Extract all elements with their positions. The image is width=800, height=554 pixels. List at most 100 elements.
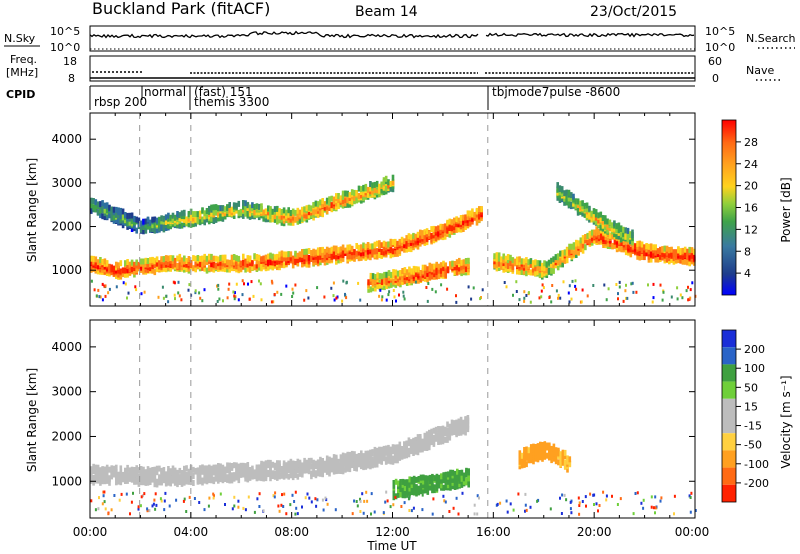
pixel-cell	[214, 255, 218, 262]
pixel-cell	[201, 477, 204, 484]
pixel-cell	[344, 197, 347, 204]
pixel-cell	[613, 242, 617, 249]
pixel-cell	[422, 474, 425, 481]
clutter-cell	[101, 298, 104, 302]
clutter-cell	[557, 296, 559, 300]
clutter-cell	[397, 283, 400, 287]
clutter-cell	[525, 294, 528, 297]
pixel-cell	[520, 456, 524, 463]
clutter-cell	[394, 495, 397, 499]
pixel-cell	[355, 453, 358, 460]
pixel-cell	[178, 479, 182, 485]
pixel-cell	[169, 468, 172, 475]
pixel-cell	[321, 252, 324, 259]
clutter-cell	[387, 293, 390, 297]
xtick-3: 12:00	[375, 525, 410, 539]
pixel-cell	[303, 467, 306, 474]
pixel-cell	[287, 473, 290, 480]
pixel-cell	[554, 447, 558, 454]
pixel-cell	[264, 472, 268, 479]
pixel-cell	[567, 189, 571, 196]
pixel-cell	[389, 185, 393, 192]
pixel-cell	[638, 250, 642, 257]
pixel-cell	[255, 473, 259, 480]
pixel-cell	[269, 475, 272, 482]
pixel-cell	[495, 265, 499, 272]
pixel-cell	[448, 224, 452, 231]
pixel-cell	[278, 208, 281, 215]
pixel-cell	[335, 200, 338, 207]
pixel-cell	[176, 476, 179, 483]
pixel-cell	[428, 429, 431, 436]
pixel-cell	[380, 249, 383, 255]
pixel-cell	[121, 208, 125, 215]
ytick-label: 3000	[51, 385, 82, 399]
pixel-cell	[341, 255, 345, 262]
pixel-cell	[602, 233, 605, 240]
pixel-cell	[173, 467, 177, 474]
pixel-cell	[506, 254, 510, 260]
cpid-mode-tbj: tbjmode7pulse -8600	[492, 85, 620, 99]
pixel-cell	[559, 258, 562, 265]
clutter-cell	[593, 503, 595, 506]
pixel-cell	[355, 463, 358, 469]
pixel-cell	[547, 267, 551, 274]
clutter-cell	[101, 502, 104, 506]
clutter-cell	[524, 492, 527, 496]
clutter-cell	[273, 293, 276, 296]
pixel-cell	[273, 471, 277, 477]
pixel-cell	[344, 200, 347, 207]
pixel-cell	[453, 420, 456, 427]
clutter-cell	[233, 294, 236, 298]
pixel-cell	[455, 426, 458, 433]
pixel-cell	[423, 444, 427, 451]
pixel-cell	[244, 258, 247, 265]
pixel-cell	[348, 253, 352, 260]
pixel-cell	[298, 217, 302, 224]
pixel-cell	[305, 213, 309, 219]
pixel-cell	[583, 211, 587, 217]
pixel-cell	[251, 202, 254, 209]
pixel-cell	[167, 212, 170, 219]
pixel-cell	[242, 212, 245, 219]
pixel-cell	[341, 452, 345, 459]
pixel-cell	[130, 476, 134, 483]
pixel-cell	[217, 215, 220, 222]
pixel-cell	[121, 471, 125, 478]
pixel-cell	[405, 242, 408, 249]
station-title: Buckland Park (fitACF)	[92, 0, 270, 18]
pixel-cell	[294, 257, 297, 263]
pixel-cell	[350, 454, 354, 461]
vel-cbar-tick-label: 50	[744, 381, 758, 394]
pixel-cell	[441, 438, 445, 445]
pixel-cell	[180, 210, 184, 217]
pixel-cell	[90, 197, 93, 204]
pixel-cell	[441, 435, 445, 442]
pixel-cell	[278, 217, 281, 224]
pixel-cell	[446, 478, 450, 485]
clutter-cell	[689, 496, 692, 499]
clutter-cell	[345, 281, 348, 285]
clutter-cell	[408, 509, 411, 512]
clutter-cell	[434, 290, 437, 294]
pixel-cell	[568, 247, 571, 254]
pixel-cell	[117, 262, 120, 269]
pixel-cell	[604, 215, 607, 222]
pixel-cell	[178, 215, 182, 222]
vel-cbar-tick-label: 15	[744, 400, 758, 413]
pixel-cell	[643, 244, 646, 251]
pixel-cell	[403, 441, 406, 448]
pixel-cell	[367, 279, 370, 286]
pixel-cell	[296, 218, 300, 225]
pixel-cell	[142, 258, 145, 265]
pixel-cell	[357, 185, 361, 192]
clutter-cell	[402, 290, 405, 294]
clutter-cell	[253, 510, 256, 514]
pixel-cell	[371, 462, 374, 469]
pixel-cell	[529, 457, 533, 464]
clutter-cell	[414, 280, 417, 284]
clutter-cell	[446, 287, 449, 291]
pixel-cell	[575, 248, 578, 255]
pixel-cell	[375, 451, 379, 458]
